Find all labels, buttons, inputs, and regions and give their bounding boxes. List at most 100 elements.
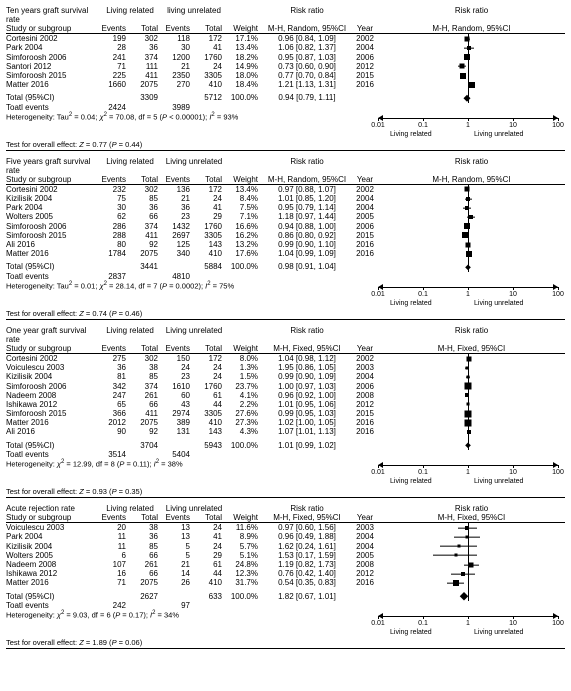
w-cell: 31.7% <box>226 578 262 587</box>
rr-cell: 0.99 [0.95, 1.03] <box>262 409 352 418</box>
w-cell: 17.6% <box>226 249 262 258</box>
t1-cell: 261 <box>130 391 162 400</box>
study-cell: Simforoosh 2006 <box>6 382 98 391</box>
yr-cell: 2012 <box>352 569 378 578</box>
yr-cell: 2006 <box>352 382 378 391</box>
e2-cell: 2974 <box>162 409 194 418</box>
w-cell: 8.4% <box>226 194 262 203</box>
forest-cell <box>378 250 565 258</box>
rr-cell: 1.04 [0.98, 1.12] <box>262 354 352 363</box>
panel-title: One year graft survival rate <box>6 326 98 344</box>
te2: 3989 <box>162 103 194 112</box>
rr-cell: 1.00 [0.97, 1.03] <box>262 382 352 391</box>
total-events-row: Toatl events35145404 <box>6 450 565 459</box>
events2-hdr: Events <box>162 24 194 33</box>
data-row: Matter 20161784207534041017.6%1.04 [0.99… <box>6 249 565 258</box>
e1-cell: 6 <box>98 551 130 560</box>
data-row: Simforoosh 20153664112974330527.6%0.99 [… <box>6 409 565 418</box>
total-events-row: Toatl events28374810 <box>6 272 565 281</box>
yr-cell: 2006 <box>352 222 378 231</box>
e1-cell: 366 <box>98 409 130 418</box>
group1-hdr: Living related <box>98 504 162 513</box>
e2-cell: 13 <box>162 523 194 532</box>
yr-cell: 2012 <box>352 400 378 409</box>
forest-cell <box>378 410 565 418</box>
w-cell: 2.2% <box>226 400 262 409</box>
totalrr: 1.82 [0.67, 1.01] <box>262 592 352 601</box>
total1-hdr: Total <box>130 513 162 522</box>
rows-wrap: Cortesini 20022753021501728.0%1.04 [0.98… <box>6 354 565 450</box>
e1-cell: 275 <box>98 354 130 363</box>
rr-hdr2: Risk ratio <box>378 326 565 344</box>
t1-cell: 374 <box>130 53 162 62</box>
data-row: Voiculescu 2003363824241.3%1.95 [0.86, 1… <box>6 363 565 372</box>
totalevents-lbl: Toatl events <box>6 601 98 610</box>
yr-cell: 2015 <box>352 71 378 80</box>
w-cell: 5.1% <box>226 551 262 560</box>
total2-hdr: Total <box>194 344 226 353</box>
study-cell: Matter 2016 <box>6 418 98 427</box>
te2: 97 <box>162 601 194 610</box>
study-cell: Ali 2016 <box>6 240 98 249</box>
t1-cell: 92 <box>130 427 162 436</box>
forest-cell <box>378 53 565 61</box>
group1-hdr: Living related <box>98 157 162 175</box>
rr-cell: 1.01 [0.85, 1.20] <box>262 194 352 203</box>
t1-cell: 2075 <box>130 578 162 587</box>
e1-cell: 232 <box>98 185 130 194</box>
data-row: Ali 2016809212514313.2%0.99 [0.90, 1.10]… <box>6 240 565 249</box>
events2-hdr: Events <box>162 344 194 353</box>
forest-panel: Five years graft survival rateLiving rel… <box>6 157 565 320</box>
e1-cell: 90 <box>98 427 130 436</box>
panel-title: Ten years graft survival rate <box>6 6 98 24</box>
forest-cell <box>378 428 565 436</box>
rr-cell: 0.96 [0.84, 1.09] <box>262 34 352 43</box>
w-cell: 4.1% <box>226 391 262 400</box>
study-cell: Ishikawa 2012 <box>6 569 98 578</box>
year-hdr: Year <box>352 24 378 33</box>
effect-hdr2: M-H, Random, 95%CI <box>378 24 565 33</box>
e1-cell: 107 <box>98 560 130 569</box>
totalt1: 3309 <box>130 93 162 102</box>
yr-cell: 2012 <box>352 62 378 71</box>
te1: 242 <box>98 601 130 610</box>
e1-cell: 288 <box>98 231 130 240</box>
study-cell: Ishikawa 2012 <box>6 400 98 409</box>
data-row: Simforoosh 20152254112350330518.0%0.77 [… <box>6 71 565 80</box>
yr-cell: 2003 <box>352 363 378 372</box>
t1-cell: 36 <box>130 43 162 52</box>
te1: 3514 <box>98 450 130 459</box>
w-cell: 18.2% <box>226 53 262 62</box>
yr-cell: 2006 <box>352 53 378 62</box>
totalw: 100.0% <box>226 441 262 450</box>
yr-cell: 2016 <box>352 80 378 89</box>
het-text: Heterogeneity: Tau2 = 0.04; χ2 = 70.08, … <box>6 112 378 122</box>
rr-cell: 0.95 [0.79, 1.14] <box>262 203 352 212</box>
w-cell: 1.5% <box>226 372 262 381</box>
group2-hdr: living unrelated <box>162 6 226 24</box>
e2-cell: 118 <box>162 34 194 43</box>
te2: 5404 <box>162 450 194 459</box>
e1-cell: 30 <box>98 203 130 212</box>
t2-cell: 41 <box>194 203 226 212</box>
e1-cell: 241 <box>98 53 130 62</box>
t2-cell: 410 <box>194 418 226 427</box>
data-row: Matter 20162012207538941027.3%1.02 [1.00… <box>6 418 565 427</box>
yr-cell: 2002 <box>352 354 378 363</box>
forest-axis: 0.010.1110100Living relatedLiving unrela… <box>378 459 565 487</box>
totalci-lbl: Total (95%CI) <box>6 441 98 450</box>
forest-cell <box>378 419 565 427</box>
study-cell: Nadeem 2008 <box>6 391 98 400</box>
e2-cell: 43 <box>162 400 194 409</box>
w-cell: 8.9% <box>226 532 262 541</box>
t2-cell: 44 <box>194 569 226 578</box>
totalw: 100.0% <box>226 93 262 102</box>
t2-cell: 3305 <box>194 231 226 240</box>
data-row: Wolters 20056665295.1%1.53 [0.17, 1.59]2… <box>6 551 565 560</box>
w-cell: 13.4% <box>226 185 262 194</box>
yr-cell: 2016 <box>352 418 378 427</box>
data-row: Matter 20161660207527041018.4%1.21 [1.13… <box>6 80 565 89</box>
rr-cell: 1.19 [0.82, 1.73] <box>262 560 352 569</box>
t1-cell: 261 <box>130 560 162 569</box>
data-row: Wolters 2005626623297.1%1.18 [0.97, 1.44… <box>6 212 565 221</box>
